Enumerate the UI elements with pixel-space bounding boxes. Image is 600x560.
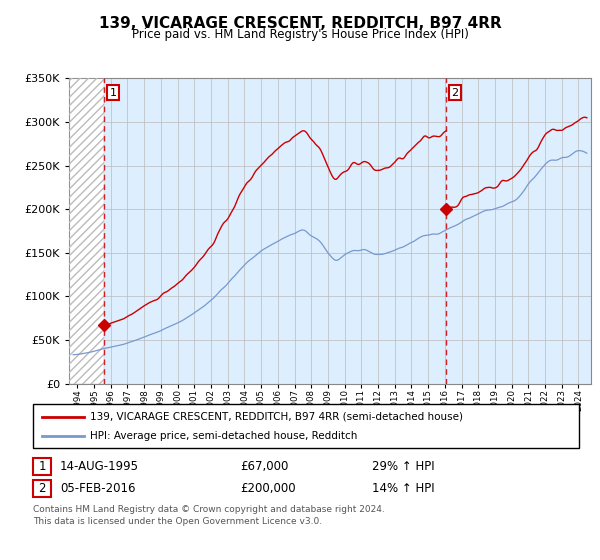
Text: Contains HM Land Registry data © Crown copyright and database right 2024.
This d: Contains HM Land Registry data © Crown c… bbox=[33, 505, 385, 526]
Bar bbox=[69, 78, 104, 384]
Text: 1: 1 bbox=[109, 87, 116, 97]
Bar bbox=[69, 78, 104, 384]
Text: 14% ↑ HPI: 14% ↑ HPI bbox=[372, 482, 434, 496]
Text: 2: 2 bbox=[451, 87, 458, 97]
Text: 2: 2 bbox=[38, 482, 46, 496]
Text: £200,000: £200,000 bbox=[240, 482, 296, 496]
Text: 1: 1 bbox=[38, 460, 46, 473]
Text: £67,000: £67,000 bbox=[240, 460, 289, 473]
Text: 05-FEB-2016: 05-FEB-2016 bbox=[60, 482, 136, 496]
Text: 14-AUG-1995: 14-AUG-1995 bbox=[60, 460, 139, 473]
Text: 139, VICARAGE CRESCENT, REDDITCH, B97 4RR (semi-detached house): 139, VICARAGE CRESCENT, REDDITCH, B97 4R… bbox=[90, 412, 463, 422]
Text: Price paid vs. HM Land Registry's House Price Index (HPI): Price paid vs. HM Land Registry's House … bbox=[131, 28, 469, 41]
Text: 139, VICARAGE CRESCENT, REDDITCH, B97 4RR: 139, VICARAGE CRESCENT, REDDITCH, B97 4R… bbox=[98, 16, 502, 31]
Text: HPI: Average price, semi-detached house, Redditch: HPI: Average price, semi-detached house,… bbox=[90, 431, 358, 441]
Text: 29% ↑ HPI: 29% ↑ HPI bbox=[372, 460, 434, 473]
